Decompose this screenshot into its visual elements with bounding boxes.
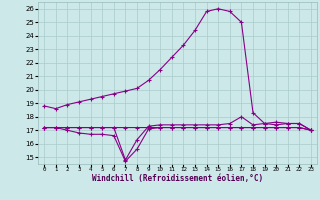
X-axis label: Windchill (Refroidissement éolien,°C): Windchill (Refroidissement éolien,°C) <box>92 174 263 183</box>
